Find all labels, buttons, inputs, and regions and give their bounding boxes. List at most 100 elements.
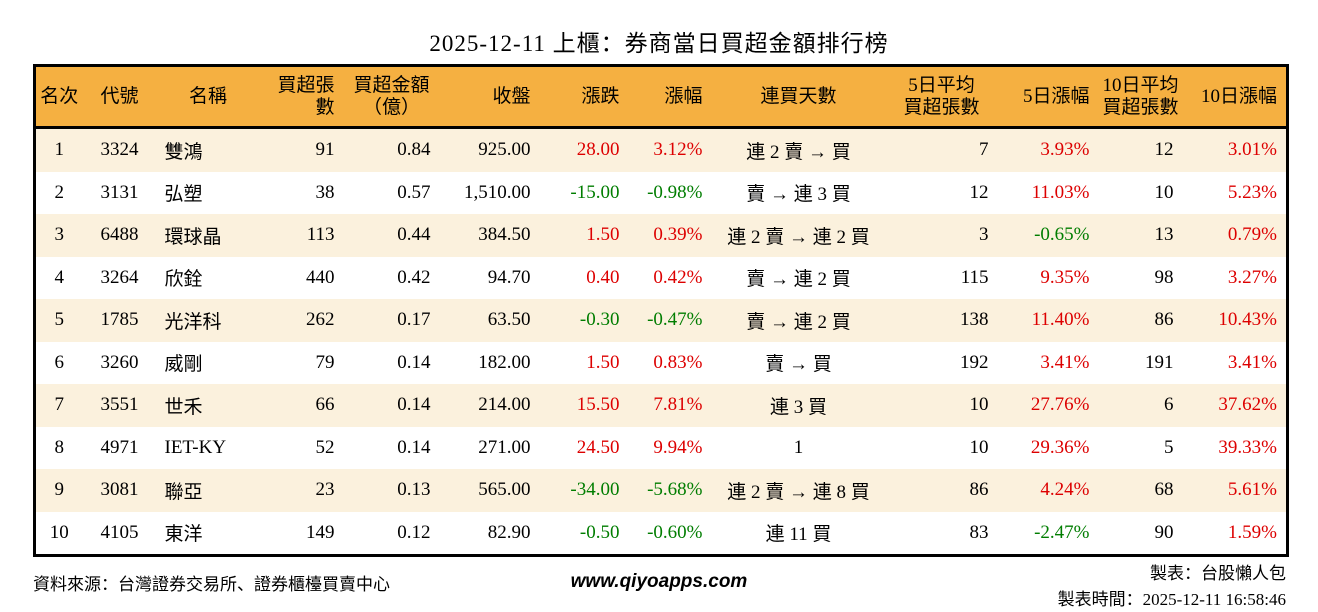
cell-streak: 連 2 賣 → 買 (746, 141, 851, 163)
cell-change: 1.50 (586, 224, 620, 246)
cell-pct5: 3.93% (1040, 139, 1090, 161)
table-row: 9 3081 聯亞 23 0.13 565.00 -34.00 -5.68% 連 2 賣 → 連… (34, 469, 1288, 512)
cell-amount: 0.17 (397, 309, 431, 331)
cell-rank: 9 (54, 479, 65, 501)
cell-pct10: 3.27% (1227, 266, 1277, 288)
cell-close: 94.70 (487, 266, 531, 288)
cell-change_pct: 0.42% (653, 266, 703, 288)
cell-rank: 7 (54, 394, 65, 416)
cell-pct10: 3.01% (1227, 139, 1277, 161)
cell-avg10: 86 (1154, 309, 1174, 331)
cell-streak: 賣 → 買 (765, 354, 832, 376)
cell-close: 384.50 (478, 224, 531, 246)
cell-rank: 8 (54, 436, 65, 458)
col-header-rank: 名次 (34, 65, 83, 129)
cell-name: 欣銓 (164, 269, 203, 291)
cell-close: 182.00 (478, 351, 531, 373)
cell-amount: 0.14 (397, 436, 431, 458)
cell-code: 3551 (100, 394, 139, 416)
cell-volume: 440 (306, 266, 335, 288)
cell-pct10: 39.33% (1218, 436, 1277, 458)
table-row: 1 3324 雙鴻 91 0.84 925.00 28.00 3.12% 連 2 賣 → 買 7 3… (34, 127, 1288, 172)
cell-change: 15.50 (576, 394, 620, 416)
table-row: 2 3131 弘塑 38 0.57 1,510.00 -15.00 -0.98% 賣 → 連 3… (34, 171, 1288, 214)
ranking-table: 名次 代號 名稱 買超張數 買超金額 （億） 收盤 漲跌 漲幅 連買天數 5日平… (33, 64, 1289, 557)
cell-amount: 0.14 (397, 394, 431, 416)
cell-pct5: 27.76% (1030, 394, 1090, 416)
cell-change_pct: 0.83% (653, 351, 703, 373)
col-header-avg10: 10日平均 買超張數 (1098, 65, 1183, 129)
cell-pct10: 5.61% (1227, 479, 1277, 501)
cell-pct5: 11.40% (1031, 309, 1090, 331)
table-row: 4 3264 欣銓 440 0.42 94.70 0.40 0.42% 賣 → 連 2 買 115… (34, 256, 1288, 299)
cell-pct5: -0.65% (1034, 224, 1090, 246)
cell-change: 1.50 (586, 351, 620, 373)
cell-avg10: 10 (1154, 181, 1174, 203)
cell-avg5: 10 (969, 394, 989, 416)
col-header-change-pct: 漲幅 (628, 65, 712, 129)
cell-volume: 52 (315, 436, 335, 458)
col-header-close: 收盤 (439, 65, 540, 129)
cell-avg5: 10 (969, 436, 989, 458)
author-label: 製表：台股懶人包 (1150, 564, 1286, 583)
page-title: 2025-12-11 上櫃：券商當日買超金額排行榜 (429, 31, 889, 56)
cell-pct10: 10.43% (1218, 309, 1277, 331)
cell-streak: 連 11 買 (765, 524, 832, 546)
data-source-note: 資料來源：台灣證券交易所、證券櫃檯買賣中心 (33, 575, 390, 594)
cell-name: 雙鴻 (164, 141, 203, 163)
cell-amount: 0.44 (397, 224, 431, 246)
cell-name: 弘塑 (164, 184, 203, 206)
cell-volume: 91 (315, 139, 335, 161)
table-header-row: 名次 代號 名稱 買超張數 買超金額 （億） 收盤 漲跌 漲幅 連買天數 5日平… (34, 65, 1288, 129)
cell-pct10: 5.23% (1227, 181, 1277, 203)
cell-change: -15.00 (570, 181, 620, 203)
cell-name: 東洋 (164, 524, 203, 546)
table-row: 10 4105 東洋 149 0.12 82.90 -0.50 -0.60% 連 11 買 83 -… (34, 511, 1288, 556)
cell-avg10: 12 (1154, 139, 1174, 161)
cell-amount: 0.14 (397, 351, 431, 373)
cell-streak: 賣 → 連 3 買 (746, 184, 851, 206)
cell-pct10: 3.41% (1227, 351, 1277, 373)
cell-rank: 5 (54, 309, 65, 331)
cell-change: 24.50 (576, 436, 620, 458)
cell-streak: 賣 → 連 2 買 (746, 269, 851, 291)
credits-block: 製表：台股懶人包 製表時間：2025-12-11 16:58:46 (1058, 561, 1286, 612)
cell-pct10: 0.79% (1227, 224, 1277, 246)
col-header-avg5: 5日平均 買超張數 (885, 65, 998, 129)
cell-streak: 賣 → 連 2 買 (746, 311, 851, 333)
cell-pct5: -2.47% (1034, 521, 1090, 543)
cell-change_pct: -0.98% (647, 181, 703, 203)
cell-close: 271.00 (478, 436, 531, 458)
cell-avg10: 191 (1145, 351, 1174, 373)
cell-code: 3264 (100, 266, 139, 288)
cell-code: 3131 (100, 181, 139, 203)
cell-volume: 262 (306, 309, 335, 331)
cell-code: 4971 (100, 436, 139, 458)
cell-streak: 連 2 賣 → 連 8 買 (727, 481, 870, 503)
cell-code: 1785 (100, 309, 139, 331)
cell-pct5: 29.36% (1030, 436, 1090, 458)
cell-avg5: 83 (969, 521, 989, 543)
cell-streak: 1 (793, 436, 804, 458)
cell-amount: 0.84 (397, 139, 431, 161)
cell-name: 世禾 (164, 396, 203, 418)
cell-change_pct: 0.39% (653, 224, 703, 246)
cell-avg10: 90 (1154, 521, 1174, 543)
cell-rank: 4 (54, 266, 65, 288)
col-header-change: 漲跌 (539, 65, 629, 129)
cell-pct10: 37.62% (1218, 394, 1277, 416)
cell-rank: 2 (54, 181, 65, 203)
cell-avg10: 98 (1154, 266, 1174, 288)
col-header-pct10: 10日漲幅 (1182, 65, 1288, 129)
cell-avg5: 3 (979, 224, 989, 246)
cell-pct5: 11.03% (1031, 181, 1090, 203)
cell-amount: 0.13 (397, 479, 431, 501)
cell-pct5: 4.24% (1040, 479, 1090, 501)
cell-code: 6488 (100, 224, 139, 246)
table-row: 7 3551 世禾 66 0.14 214.00 15.50 7.81% 連 3 買 10 27.7… (34, 384, 1288, 427)
col-header-pct5: 5日漲幅 (997, 65, 1099, 129)
cell-change: -0.30 (579, 309, 620, 331)
cell-close: 925.00 (478, 139, 531, 161)
cell-change_pct: 3.12% (653, 139, 703, 161)
